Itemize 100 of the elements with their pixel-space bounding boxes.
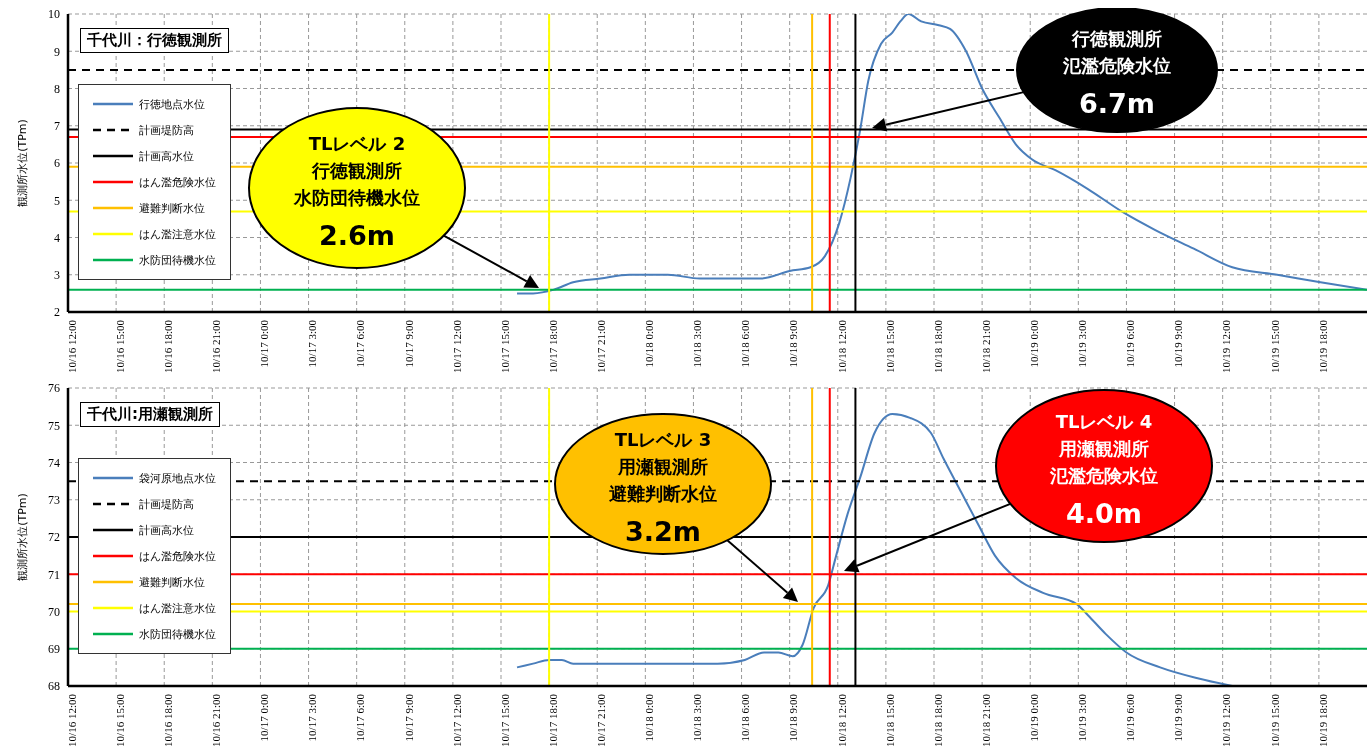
x-tick-label: 10/18 9:00 — [787, 319, 800, 368]
y-axis-title: 観測所水位(TPm) — [15, 493, 29, 581]
x-tick-label: 10/19 3:00 — [1076, 319, 1089, 368]
y-tick-label: 76 — [48, 381, 60, 396]
x-tick-label: 10/18 15:00 — [883, 319, 896, 373]
annotation: 用瀬観測所 — [1058, 437, 1149, 459]
x-tick-label: 10/18 3:00 — [691, 693, 704, 742]
text: 千代川：行徳観測所 — [80, 28, 229, 53]
legend-label: 袋河原地点水位 — [139, 470, 216, 486]
x-tick-label: 10/18 6:00 — [739, 693, 752, 742]
x-tick-label: 10/18 9:00 — [787, 693, 800, 742]
x-tick-label: 10/18 0:00 — [643, 693, 656, 742]
x-tick-label: 10/19 9:00 — [1172, 693, 1185, 742]
x-tick-label: 10/18 15:00 — [883, 693, 896, 747]
annotation: 行徳観測所 — [1071, 28, 1162, 49]
annotation: 4.0m — [1066, 497, 1142, 529]
y-tick-label: 7 — [54, 119, 60, 134]
legend-label: はん濫危険水位 — [139, 548, 216, 564]
x-tick-label: 10/17 6:00 — [354, 319, 367, 368]
x-tick-label: 10/17 3:00 — [306, 319, 319, 368]
annotation: 行徳観測所 — [311, 159, 402, 181]
annotation: 用瀬観測所 — [617, 455, 708, 477]
y-tick-label: 74 — [48, 455, 60, 470]
x-tick-label: 10/17 21:00 — [595, 319, 608, 373]
x-tick-label: 10/17 0:00 — [258, 319, 271, 368]
x-tick-label: 10/18 12:00 — [835, 693, 848, 747]
x-tick-label: 10/19 9:00 — [1172, 319, 1185, 368]
legend-label: 水防団待機水位 — [139, 626, 216, 642]
x-tick-label: 10/19 12:00 — [1220, 319, 1233, 373]
x-tick-label: 10/19 15:00 — [1268, 693, 1281, 747]
legend-label: 避難判断水位 — [139, 200, 205, 216]
y-tick-label: 4 — [54, 230, 60, 245]
y-tick-label: 68 — [48, 679, 60, 694]
y-tick-label: 69 — [48, 642, 60, 657]
legend-label: 計画高水位 — [139, 522, 194, 538]
x-tick-label: 10/16 12:00 — [65, 319, 78, 373]
x-tick-label: 10/18 0:00 — [643, 319, 656, 368]
annotation: 3.2m — [625, 515, 701, 547]
x-tick-label: 10/17 0:00 — [258, 693, 271, 742]
x-tick-label: 10/19 15:00 — [1268, 319, 1281, 373]
annotation: 6.7m — [1079, 88, 1155, 119]
x-tick-label: 10/16 15:00 — [113, 693, 126, 747]
y-tick-label: 5 — [54, 193, 60, 208]
legend-label: はん濫危険水位 — [139, 174, 216, 190]
x-tick-label: 10/17 9:00 — [402, 319, 415, 368]
x-tick-label: 10/16 18:00 — [162, 693, 175, 747]
legend-label: 水防団待機水位 — [139, 252, 216, 268]
x-tick-label: 10/19 18:00 — [1316, 319, 1329, 373]
x-tick-label: 10/19 12:00 — [1220, 693, 1233, 747]
x-tick-label: 10/19 18:00 — [1316, 693, 1329, 747]
x-tick-label: 10/18 21:00 — [979, 693, 992, 747]
annotation: 氾濫危険水位 — [1062, 55, 1171, 76]
x-tick-label: 10/16 15:00 — [113, 319, 126, 373]
y-tick-label: 70 — [48, 604, 60, 619]
x-tick-label: 10/17 9:00 — [402, 693, 415, 742]
x-tick-label: 10/16 12:00 — [65, 693, 78, 747]
x-tick-label: 10/16 18:00 — [162, 319, 175, 373]
x-tick-label: 10/17 15:00 — [498, 319, 511, 373]
x-tick-label: 10/19 6:00 — [1124, 319, 1137, 368]
y-tick-label: 73 — [48, 493, 60, 508]
x-tick-label: 10/17 18:00 — [546, 693, 559, 747]
legend-label: 避難判断水位 — [139, 574, 205, 590]
y-tick-label: 72 — [48, 530, 60, 545]
text: 千代川:用瀬観測所 — [80, 402, 220, 427]
y-tick-label: 10 — [48, 7, 60, 22]
annotation: TLレベル 4 — [1055, 410, 1153, 432]
x-tick-label: 10/17 15:00 — [498, 693, 511, 747]
y-tick-label: 3 — [54, 268, 60, 283]
x-tick-label: 10/19 3:00 — [1076, 693, 1089, 742]
legend-label: 計画堤防高 — [139, 122, 194, 138]
x-tick-label: 10/17 12:00 — [450, 693, 463, 747]
legend-label: 行徳地点水位 — [139, 96, 205, 112]
annotation: TLレベル 3 — [614, 428, 712, 450]
annotation: 2.6m — [319, 219, 395, 251]
annotation: TLレベル 2 — [308, 132, 406, 154]
x-tick-label: 10/19 0:00 — [1028, 319, 1041, 368]
x-tick-label: 10/19 0:00 — [1028, 693, 1041, 742]
y-tick-label: 2 — [54, 305, 60, 320]
x-tick-label: 10/18 18:00 — [931, 319, 944, 373]
x-tick-label: 10/17 6:00 — [354, 693, 367, 742]
legend-label: はん濫注意水位 — [139, 226, 216, 242]
y-tick-label: 6 — [54, 156, 60, 171]
x-tick-label: 10/16 21:00 — [210, 693, 223, 747]
x-tick-label: 10/18 12:00 — [835, 319, 848, 373]
y-axis-title: 観測所水位(TPm) — [15, 119, 29, 207]
x-tick-label: 10/17 18:00 — [546, 319, 559, 373]
x-tick-label: 10/18 6:00 — [739, 319, 752, 368]
annotation: 水防団待機水位 — [293, 186, 420, 208]
legend-label: 計画高水位 — [139, 148, 194, 164]
x-tick-label: 10/17 12:00 — [450, 319, 463, 373]
x-tick-label: 10/18 21:00 — [979, 319, 992, 373]
x-tick-label: 10/17 3:00 — [306, 693, 319, 742]
x-tick-label: 10/18 18:00 — [931, 693, 944, 747]
y-tick-label: 9 — [54, 44, 60, 59]
y-tick-label: 8 — [54, 81, 60, 96]
x-tick-label: 10/16 21:00 — [210, 319, 223, 373]
annotation: 避難判断水位 — [609, 482, 717, 504]
y-tick-label: 71 — [48, 567, 60, 582]
y-tick-label: 75 — [48, 418, 60, 433]
annotation: 氾濫危険水位 — [1049, 464, 1158, 486]
